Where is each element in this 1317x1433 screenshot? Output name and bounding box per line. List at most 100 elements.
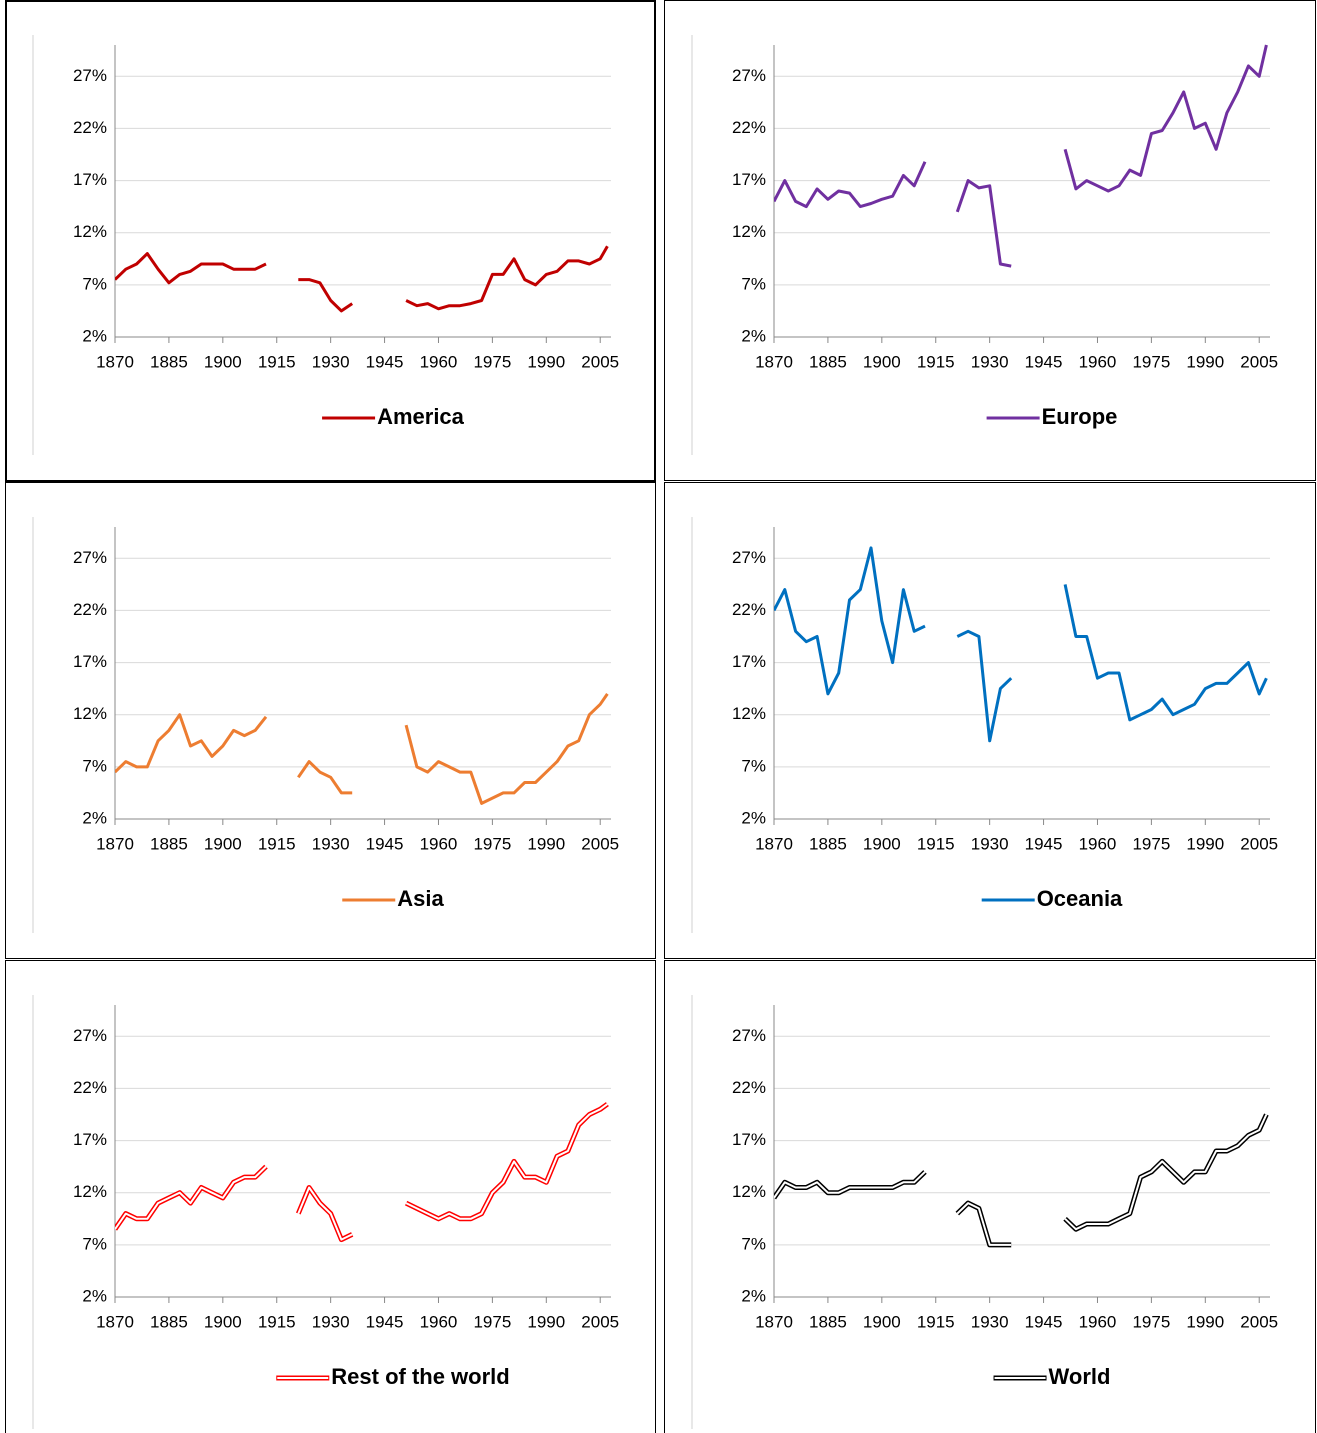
x-tick-label: 1960 xyxy=(420,352,458,371)
y-tick-label: 22% xyxy=(732,600,766,619)
x-tick-label: 1975 xyxy=(473,1312,511,1331)
x-tick-label: 1945 xyxy=(1025,352,1063,371)
line-inner xyxy=(774,1114,1268,1246)
y-tick-label: 12% xyxy=(732,704,766,723)
x-tick-label: 1900 xyxy=(863,834,901,853)
y-tick-label: 27% xyxy=(732,66,766,85)
y-tick-label: 7% xyxy=(82,1234,107,1253)
y-tick-label: 12% xyxy=(73,704,107,723)
series-line xyxy=(115,693,609,805)
y-tick-label: 22% xyxy=(73,118,107,137)
y-tick-label: 17% xyxy=(732,170,766,189)
y-tick-label: 27% xyxy=(73,66,107,85)
chart-panel: 2% 7% 12% 17% 22% 27% 1870 1885 1900 1915 1930 1945… xyxy=(5,960,656,1433)
series-line xyxy=(115,245,609,313)
line-inner xyxy=(115,1103,608,1241)
chart-panel: 2% 7% 12% 17% 22% 27% 1870 1885 1900 1915 1930 1945… xyxy=(664,0,1316,481)
legend-text: Asia xyxy=(397,886,444,911)
y-tick-label: 27% xyxy=(732,1026,766,1045)
x-tick-label: 1945 xyxy=(366,834,404,853)
y-tick-label: 7% xyxy=(741,274,766,293)
x-tick-label: 1930 xyxy=(971,1312,1009,1331)
x-tick-label: 1975 xyxy=(473,352,511,371)
x-tick-label: 1915 xyxy=(917,1312,955,1331)
x-tick-label: 2005 xyxy=(581,352,619,371)
x-tick-label: 1930 xyxy=(312,352,350,371)
panel-border xyxy=(5,0,656,482)
x-tick-label: 1960 xyxy=(1079,834,1117,853)
x-tick-label: 1885 xyxy=(809,1312,847,1331)
y-tick-label: 2% xyxy=(741,326,766,345)
x-tick-label: 1870 xyxy=(755,352,793,371)
series-line xyxy=(774,44,1268,268)
x-tick-label: 1960 xyxy=(420,834,458,853)
x-tick-label: 1900 xyxy=(204,352,242,371)
x-tick-label: 1960 xyxy=(1079,352,1117,371)
x-tick-label: 1915 xyxy=(917,834,955,853)
y-tick-label: 12% xyxy=(73,222,107,241)
x-tick-label: 1945 xyxy=(1025,834,1063,853)
x-tick-label: 1930 xyxy=(971,352,1009,371)
legend-text: Rest of the world xyxy=(331,1364,509,1389)
panel-border xyxy=(664,482,1316,959)
y-tick-label: 17% xyxy=(732,1130,766,1149)
x-tick-label: 1990 xyxy=(527,352,565,371)
y-tick-label: 2% xyxy=(741,1286,766,1305)
panel-border xyxy=(664,960,1316,1433)
chart-panel: 2% 7% 12% 17% 22% 27% 1870 1885 1900 1915 1930 1945… xyxy=(664,482,1316,959)
x-tick-label: 1930 xyxy=(971,834,1009,853)
chart-panel: 2% 7% 12% 17% 22% 27% 1870 1885 1900 1915 1930 1945… xyxy=(5,0,656,482)
x-tick-label: 1990 xyxy=(1186,834,1224,853)
x-tick-label: 1900 xyxy=(204,834,242,853)
y-tick-label: 12% xyxy=(73,1182,107,1201)
y-tick-label: 27% xyxy=(73,1026,107,1045)
x-tick-label: 1885 xyxy=(150,352,188,371)
x-tick-label: 1870 xyxy=(96,352,134,371)
y-tick-label: 12% xyxy=(732,222,766,241)
y-tick-label: 2% xyxy=(82,326,107,345)
x-tick-label: 1915 xyxy=(258,352,296,371)
panel-border xyxy=(664,0,1316,481)
x-tick-label: 1990 xyxy=(527,1312,565,1331)
x-tick-label: 1870 xyxy=(755,834,793,853)
x-tick-label: 1960 xyxy=(1079,1312,1117,1331)
y-tick-label: 12% xyxy=(732,1182,766,1201)
x-tick-label: 1870 xyxy=(755,1312,793,1331)
x-tick-label: 1990 xyxy=(1186,352,1224,371)
x-tick-label: 1930 xyxy=(312,1312,350,1331)
x-tick-label: 1990 xyxy=(527,834,565,853)
y-tick-label: 22% xyxy=(73,600,107,619)
y-tick-label: 17% xyxy=(73,1130,107,1149)
x-tick-label: 1990 xyxy=(1186,1312,1224,1331)
x-tick-label: 1870 xyxy=(96,834,134,853)
x-tick-label: 1945 xyxy=(1025,1312,1063,1331)
legend-text: World xyxy=(1049,1364,1111,1389)
x-tick-label: 1900 xyxy=(204,1312,242,1331)
x-tick-label: 1975 xyxy=(1132,1312,1170,1331)
legend-text: America xyxy=(377,404,465,429)
y-tick-label: 27% xyxy=(73,548,107,567)
x-tick-label: 1960 xyxy=(420,1312,458,1331)
chart-panel: 2% 7% 12% 17% 22% 27% 1870 1885 1900 1915 1930 1945… xyxy=(5,482,656,959)
series-line xyxy=(774,546,1268,743)
x-tick-label: 1975 xyxy=(1132,352,1170,371)
x-tick-label: 2005 xyxy=(1240,1312,1278,1331)
x-tick-label: 2005 xyxy=(1240,834,1278,853)
x-tick-label: 1900 xyxy=(863,1312,901,1331)
x-tick-label: 1915 xyxy=(258,834,296,853)
panel-border xyxy=(5,482,656,959)
y-tick-label: 2% xyxy=(82,1286,107,1305)
legend-text: Europe xyxy=(1042,404,1118,429)
y-tick-label: 2% xyxy=(741,808,766,827)
y-tick-label: 27% xyxy=(732,548,766,567)
y-tick-label: 17% xyxy=(73,170,107,189)
x-tick-label: 2005 xyxy=(1240,352,1278,371)
x-tick-label: 1945 xyxy=(366,1312,404,1331)
y-tick-label: 22% xyxy=(732,1078,766,1097)
y-tick-label: 17% xyxy=(732,652,766,671)
x-tick-label: 2005 xyxy=(581,1312,619,1331)
y-tick-label: 7% xyxy=(741,756,766,775)
x-tick-label: 1930 xyxy=(312,834,350,853)
